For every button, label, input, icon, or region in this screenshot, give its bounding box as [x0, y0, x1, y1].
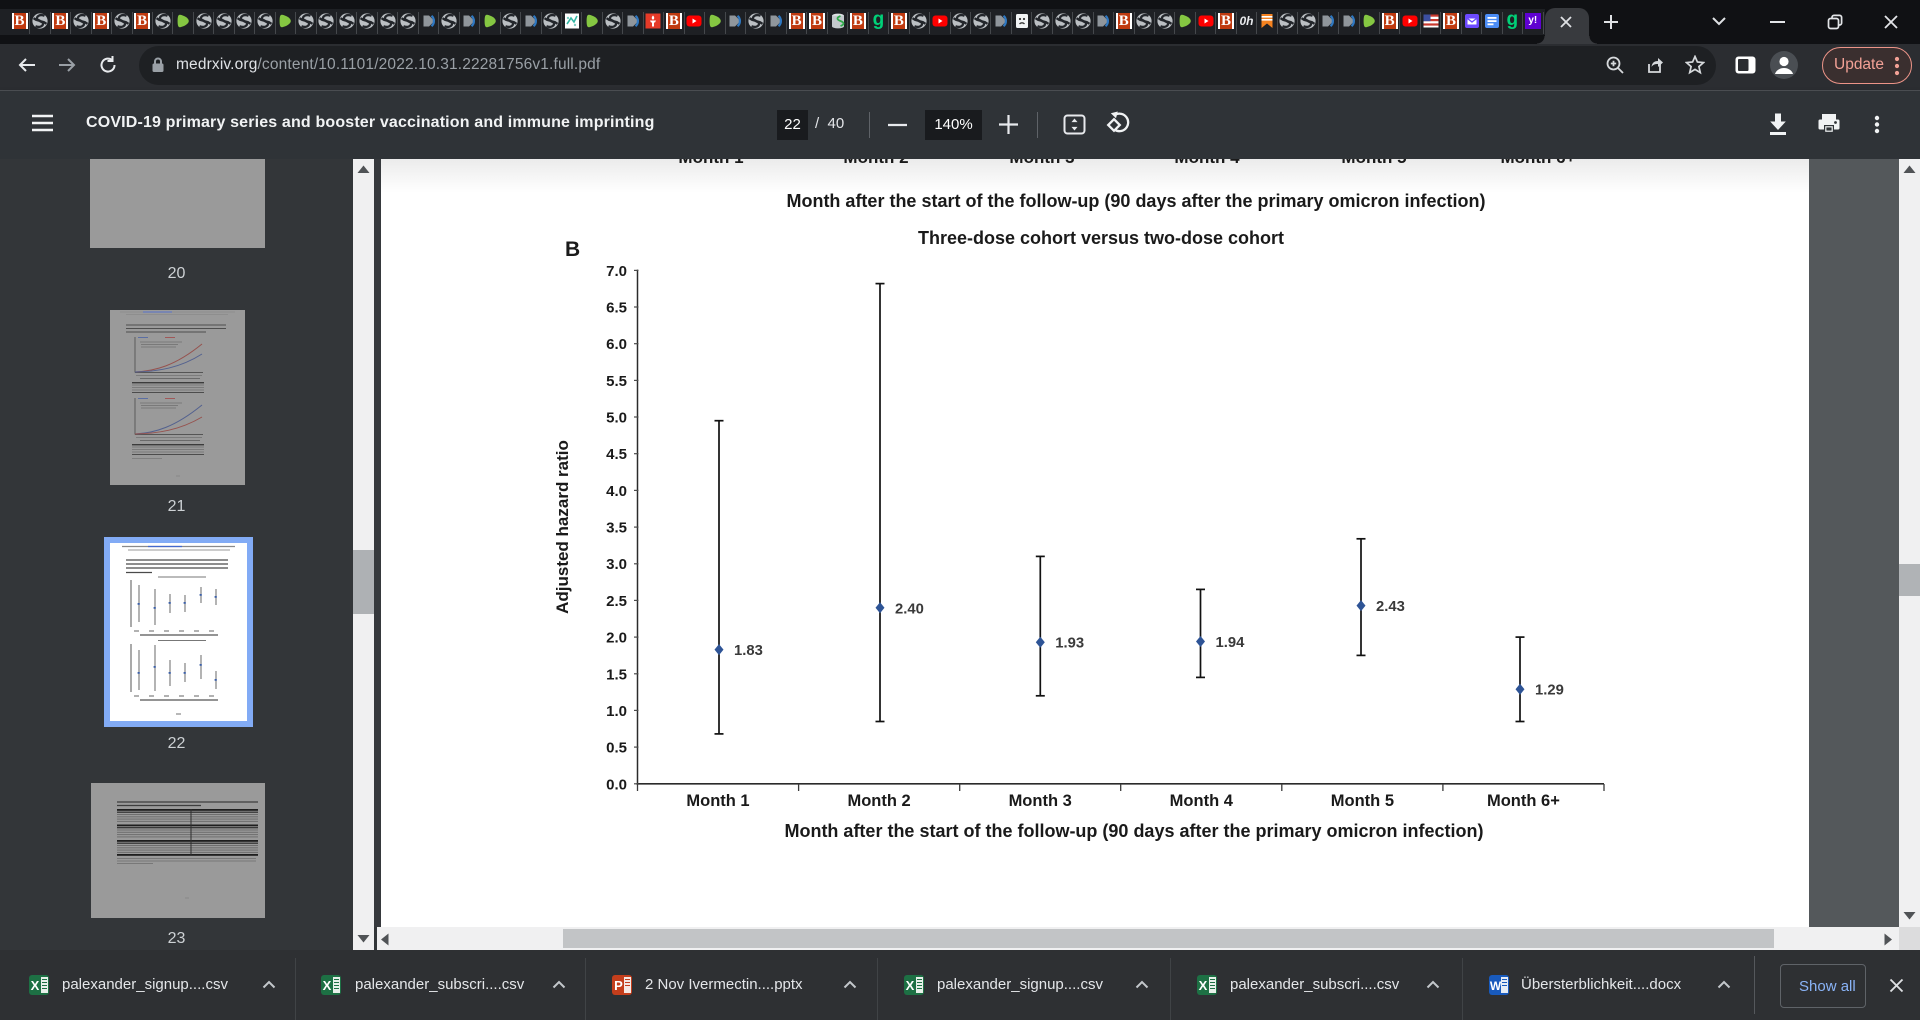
- svg-text:Adjusted hazard ratio: Adjusted hazard ratio: [553, 440, 572, 614]
- svg-text:Month after the start of the f: Month after the start of the follow-up (…: [786, 191, 1485, 211]
- svg-text:X: X: [906, 978, 915, 993]
- svg-text:Month 1: Month 1: [686, 792, 749, 810]
- svg-text:2.0: 2.0: [606, 630, 627, 647]
- svg-text:W: W: [1490, 979, 1502, 993]
- svg-text:5.5: 5.5: [606, 373, 627, 390]
- svg-text:Month 6+: Month 6+: [1487, 792, 1560, 810]
- svg-text:Month 3: Month 3: [1009, 159, 1074, 167]
- svg-text:Month 2: Month 2: [847, 792, 910, 810]
- svg-text:Month after the start of the f: Month after the start of the follow-up (…: [784, 821, 1483, 841]
- svg-text:Month 3: Month 3: [1009, 792, 1072, 810]
- svg-text:X: X: [1199, 978, 1208, 993]
- svg-text:1.93: 1.93: [1055, 636, 1084, 652]
- svg-text:Month 4: Month 4: [1174, 159, 1240, 167]
- svg-text:B: B: [565, 238, 580, 261]
- svg-text:3.0: 3.0: [606, 556, 627, 573]
- svg-text:1.5: 1.5: [606, 666, 627, 683]
- svg-text:2.40: 2.40: [895, 601, 924, 617]
- svg-text:0.0: 0.0: [606, 776, 627, 793]
- svg-text:1.83: 1.83: [734, 643, 763, 659]
- svg-text:4.5: 4.5: [606, 446, 627, 463]
- svg-text:1.0: 1.0: [606, 703, 627, 720]
- svg-text:Month 5: Month 5: [1331, 792, 1394, 810]
- svg-text:3.5: 3.5: [606, 520, 627, 537]
- svg-text:Three-dose cohort versus two-d: Three-dose cohort versus two-dose cohort: [918, 228, 1284, 248]
- svg-text:1.94: 1.94: [1216, 635, 1246, 651]
- svg-text:2.5: 2.5: [606, 593, 627, 610]
- svg-text:2.43: 2.43: [1376, 599, 1405, 615]
- svg-text:P: P: [614, 978, 623, 993]
- svg-text:5.0: 5.0: [606, 410, 627, 427]
- svg-text:0.5: 0.5: [606, 740, 627, 757]
- svg-text:7.0: 7.0: [606, 263, 627, 280]
- svg-text:Month 1: Month 1: [678, 159, 743, 167]
- svg-text:Month 4: Month 4: [1170, 792, 1234, 810]
- svg-text:X: X: [31, 978, 40, 993]
- svg-text:6.0: 6.0: [606, 336, 627, 353]
- svg-text:Month 2: Month 2: [843, 159, 908, 167]
- svg-text:Month 5: Month 5: [1341, 159, 1406, 167]
- svg-text:X: X: [323, 978, 332, 993]
- svg-text:1.29: 1.29: [1535, 683, 1564, 699]
- svg-text:6.5: 6.5: [606, 300, 627, 317]
- svg-text:4.0: 4.0: [606, 483, 627, 500]
- svg-text:Month 6+: Month 6+: [1500, 159, 1575, 167]
